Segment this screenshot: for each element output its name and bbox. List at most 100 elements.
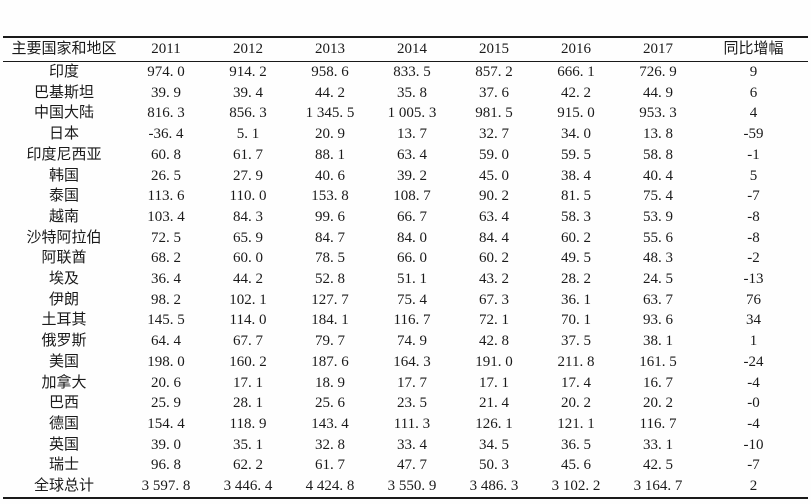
- value-cell: 25. 9: [151, 395, 181, 412]
- yoy-cell: 4: [749, 105, 758, 122]
- table-body: 印度 974. 0 914. 2 958. 6 833. 5 857. 2 666. 1 72…: [3, 62, 808, 498]
- value-cell: 102. 1: [229, 291, 267, 308]
- yoy-cell: 5: [749, 167, 758, 184]
- value-cell: 93. 6: [643, 312, 673, 329]
- value-cell: 66. 7: [397, 208, 427, 225]
- region-cell: 美国: [48, 353, 79, 370]
- value-cell: 36. 5: [561, 436, 591, 453]
- column-header-year: 2017: [643, 41, 673, 57]
- value-cell: 34. 5: [479, 436, 509, 453]
- yoy-cell: 9: [749, 64, 758, 80]
- value-cell: 45. 0: [479, 167, 509, 184]
- value-cell: 40. 4: [643, 167, 673, 184]
- value-cell: 44. 9: [643, 84, 673, 101]
- table-row: 巴西 25. 9 28. 1 25. 6 23. 5 21. 4 20. 2 20. 2 -0: [3, 393, 808, 414]
- value-cell: 3 550. 9: [387, 478, 437, 495]
- value-cell: 39. 2: [397, 167, 427, 184]
- region-cell: 泰国: [48, 188, 79, 205]
- value-cell: 20. 2: [643, 395, 673, 412]
- region-cell: 中国大陆: [33, 105, 94, 122]
- value-cell: 5. 1: [236, 126, 260, 143]
- value-cell: 28. 1: [233, 395, 263, 412]
- value-cell: 37. 6: [479, 84, 509, 101]
- region-cell: 土耳其: [41, 312, 87, 329]
- value-cell: 33. 1: [643, 436, 673, 453]
- value-cell: 953. 3: [639, 105, 677, 122]
- value-cell: 20. 6: [151, 374, 181, 391]
- value-cell: 211. 8: [557, 353, 595, 370]
- value-cell: 20. 9: [315, 126, 345, 143]
- value-cell: 3 164. 7: [633, 478, 683, 495]
- region-cell: 全球总计: [33, 478, 94, 495]
- value-cell: 25. 6: [315, 395, 345, 412]
- yoy-cell: -1: [747, 146, 760, 163]
- value-cell: 68. 2: [151, 250, 181, 267]
- value-cell: 59. 5: [561, 146, 591, 163]
- value-cell: 164. 3: [393, 353, 431, 370]
- value-cell: 36. 1: [561, 291, 591, 308]
- yoy-cell: -24: [743, 353, 764, 370]
- table-row: 全球总计 3 597. 8 3 446. 4 4 424. 8 3 550. 9 3 48…: [3, 476, 808, 498]
- value-cell: 67. 7: [233, 333, 263, 350]
- value-cell: 60. 0: [233, 250, 263, 267]
- value-cell: 90. 2: [479, 188, 509, 205]
- value-cell: 21. 4: [479, 395, 509, 412]
- yoy-cell: -13: [743, 271, 764, 288]
- table-row: 瑞士 96. 8 62. 2 61. 7 47. 7 50. 3 45. 6 42. 5 -7: [3, 455, 808, 476]
- value-cell: 1 005. 3: [387, 105, 437, 122]
- value-cell: 160. 2: [229, 353, 267, 370]
- region-cell: 埃及: [48, 271, 79, 288]
- value-cell: 51. 1: [397, 271, 427, 288]
- region-cell: 巴基斯坦: [33, 84, 94, 101]
- value-cell: 17. 1: [233, 374, 263, 391]
- value-cell: 65. 9: [233, 229, 263, 246]
- table-row: 埃及 36. 4 44. 2 52. 8 51. 1 43. 2 28. 2 24. 5 -13: [3, 269, 808, 290]
- value-cell: 63. 4: [479, 208, 509, 225]
- value-cell: 35. 8: [397, 84, 427, 101]
- value-cell: 154. 4: [147, 415, 185, 432]
- value-cell: 118. 9: [229, 415, 267, 432]
- column-header-year: 2014: [397, 41, 427, 57]
- table-row: 越南 103. 4 84. 3 99. 6 66. 7 63. 4 58. 3 53. 9 -8: [3, 207, 808, 228]
- yoy-cell: -7: [747, 188, 760, 205]
- value-cell: 64. 4: [151, 333, 181, 350]
- region-cell: 日本: [48, 126, 79, 143]
- value-cell: 75. 4: [397, 291, 427, 308]
- value-cell: 59. 0: [479, 146, 509, 163]
- value-cell: 42. 8: [479, 333, 509, 350]
- region-cell: 阿联酋: [41, 250, 87, 267]
- value-cell: 116. 7: [639, 415, 677, 432]
- value-cell: 84. 7: [315, 229, 345, 246]
- value-cell: 72. 5: [151, 229, 181, 246]
- value-cell: 40. 6: [315, 167, 345, 184]
- value-cell: 17. 1: [479, 374, 509, 391]
- value-cell: 833. 5: [393, 64, 431, 80]
- value-cell: 27. 9: [233, 167, 263, 184]
- column-header-yoy: 同比增幅: [723, 41, 784, 57]
- value-cell: 20. 2: [561, 395, 591, 412]
- value-cell: 13. 8: [643, 126, 673, 143]
- yoy-cell: -4: [747, 415, 760, 432]
- value-cell: 24. 5: [643, 271, 673, 288]
- yoy-cell: 34: [746, 312, 761, 329]
- value-cell: 33. 4: [397, 436, 427, 453]
- value-cell: 38. 1: [643, 333, 673, 350]
- value-cell: 66. 0: [397, 250, 427, 267]
- table-row: 印度 974. 0 914. 2 958. 6 833. 5 857. 2 666. 1 72…: [3, 62, 808, 83]
- yoy-cell: -10: [743, 436, 764, 453]
- value-cell: 726. 9: [639, 64, 677, 80]
- table-row: 德国 154. 4 118. 9 143. 4 111. 3 126. 1 121. 1 11…: [3, 414, 808, 435]
- yoy-cell: -59: [743, 126, 764, 143]
- value-cell: 121. 1: [557, 415, 595, 432]
- value-cell: 126. 1: [475, 415, 513, 432]
- value-cell: 17. 7: [397, 374, 427, 391]
- value-cell: 111. 3: [393, 415, 431, 432]
- value-cell: 78. 5: [315, 250, 345, 267]
- value-cell: 856. 3: [229, 105, 267, 122]
- region-cell: 巴西: [48, 395, 79, 412]
- table-row: 土耳其 145. 5 114. 0 184. 1 116. 7 72. 1 70. 1 93.…: [3, 310, 808, 331]
- table-row: 中国大陆 816. 3 856. 3 1 345. 5 1 005. 3 981. 5 91…: [3, 103, 808, 124]
- value-cell: 44. 2: [315, 84, 345, 101]
- value-cell: 74. 9: [397, 333, 427, 350]
